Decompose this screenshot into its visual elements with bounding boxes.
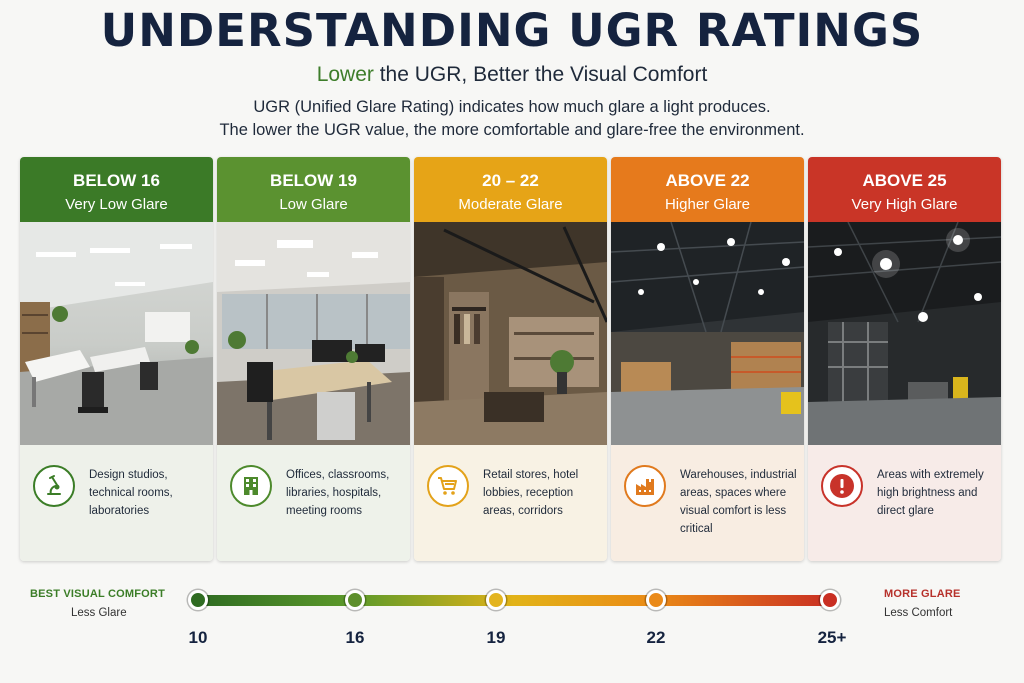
microscope-icon (33, 465, 75, 507)
card-footer: Areas with extremely high brightness and… (808, 445, 1001, 561)
card-level: Very Low Glare (65, 196, 168, 213)
card-above-25: ABOVE 25 Very High Glare Areas with extr… (808, 157, 1001, 561)
scale-tick-22: 22 (646, 628, 666, 647)
scale-right-subtitle: Less Comfort (884, 607, 953, 619)
card-range: 20 – 22 (482, 171, 539, 190)
scale-dot-22 (646, 590, 666, 610)
photo-retail (414, 222, 607, 445)
scale-tick-16: 16 (345, 628, 365, 647)
scale-dot-25 (820, 590, 840, 610)
card-range: ABOVE 25 (862, 171, 947, 190)
photo-warehouse (611, 222, 804, 445)
card-range: BELOW 16 (73, 171, 160, 190)
photo-design-studio (20, 222, 213, 445)
card-usage: Retail stores, hotel lobbies, reception … (483, 469, 579, 517)
card-20-22: 20 – 22 Moderate Glare (414, 157, 607, 561)
card-header: 20 – 22 Moderate Glare (414, 157, 607, 222)
card-usage: Areas with extremely high brightness and… (877, 469, 984, 517)
shopping-cart-icon (427, 465, 469, 507)
card-below-19: BELOW 19 Low Glare (217, 157, 410, 561)
factory-icon (624, 465, 666, 507)
card-level: Low Glare (279, 196, 348, 213)
card-usage: Warehouses, industrial areas, spaces whe… (680, 469, 797, 535)
description-line-1: UGR (Unified Glare Rating) indicates how… (253, 98, 771, 116)
card-header: BELOW 16 Very Low Glare (20, 157, 213, 222)
scale-dot-19 (486, 590, 506, 610)
subtitle-rest: the UGR, Better the Visual Comfort (373, 63, 708, 86)
description-line-2: The lower the UGR value, the more comfor… (219, 121, 805, 139)
card-footer: Design studios, technical rooms, laborat… (20, 445, 213, 561)
scale-left-subtitle: Less Glare (71, 607, 127, 619)
ugr-cards: BELOW 16 Very Low Glare (20, 157, 1004, 561)
photo-industrial (808, 222, 1001, 445)
scale-tick-25-plus: 25+ (817, 628, 847, 647)
card-level: Moderate Glare (458, 196, 563, 213)
card-level: Higher Glare (664, 196, 751, 213)
scale-tick-10: 10 (188, 628, 208, 647)
card-header: ABOVE 22 Higher Glare (611, 157, 804, 222)
card-range: ABOVE 22 (665, 171, 750, 190)
card-range: BELOW 19 (270, 171, 357, 190)
card-header: ABOVE 25 Very High Glare (808, 157, 1001, 222)
photo-office (217, 222, 410, 445)
description: UGR (Unified Glare Rating) indicates how… (0, 96, 1024, 142)
card-footer: Offices, classrooms, libraries, hospital… (217, 445, 410, 561)
card-below-16: BELOW 16 Very Low Glare (20, 157, 213, 561)
page-title: UNDERSTANDING UGR RATINGS (100, 4, 924, 57)
ugr-gradient-bar (196, 595, 832, 606)
warning-icon (821, 465, 863, 507)
card-usage: Offices, classrooms, libraries, hospital… (286, 469, 390, 517)
card-usage: Design studios, technical rooms, laborat… (89, 469, 173, 517)
scale-tick-19: 19 (486, 628, 506, 647)
scale-dot-16 (345, 590, 365, 610)
card-level: Very High Glare (851, 196, 958, 213)
scale-dot-10 (188, 590, 208, 610)
building-icon (230, 465, 272, 507)
scale-right-title: MORE GLARE (884, 588, 961, 600)
page-subtitle: Lower the UGR, Better the Visual Comfort (0, 63, 1024, 87)
card-above-22: ABOVE 22 Higher Glare Warehouses, indust… (611, 157, 804, 561)
scale-left-title: BEST VISUAL COMFORT (30, 588, 165, 600)
card-header: BELOW 19 Low Glare (217, 157, 410, 222)
card-footer: Warehouses, industrial areas, spaces whe… (611, 445, 804, 561)
card-footer: Retail stores, hotel lobbies, reception … (414, 445, 607, 561)
subtitle-accent: Lower (316, 63, 374, 86)
